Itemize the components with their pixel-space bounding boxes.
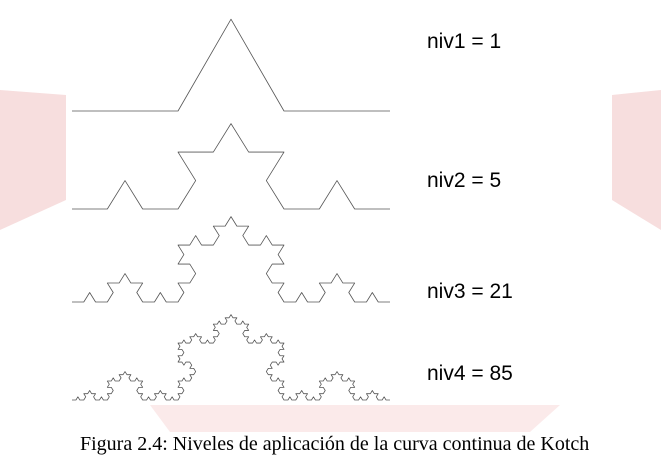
koch-curve-level-1 xyxy=(72,18,390,112)
koch-curve-level-2 xyxy=(72,123,390,210)
level-label-2: niv2 = 5 xyxy=(427,169,502,192)
figure-caption: Figura 2.4: Niveles de aplicación de la … xyxy=(80,433,590,455)
level-label-1: niv1 = 1 xyxy=(427,30,502,53)
level-label-3: niv3 = 21 xyxy=(427,280,513,303)
koch-curve-level-3 xyxy=(72,216,390,303)
koch-curve-level-4 xyxy=(72,314,390,401)
level-label-4: niv4 = 85 xyxy=(427,362,513,385)
